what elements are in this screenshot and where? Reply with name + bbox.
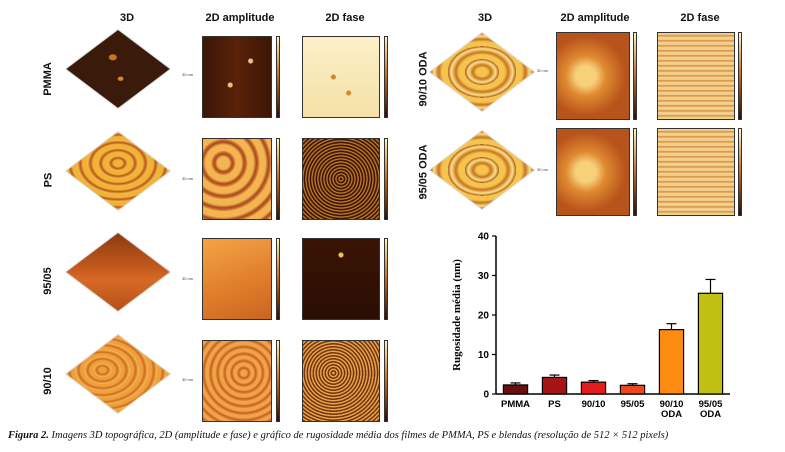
bar <box>502 384 529 395</box>
bar <box>619 384 646 395</box>
blend-9010-oda-fase-scalebar <box>738 32 742 120</box>
y-tick-label: 40 <box>478 232 490 243</box>
caption-label: Figura 2. <box>8 430 49 441</box>
blend-9505-oda-3d-topography <box>430 131 534 209</box>
bar <box>580 381 607 395</box>
header-fase-right: 2D fase <box>680 12 720 24</box>
blend-9505-3d-topography <box>66 233 170 311</box>
row-label-9010: 90/10 <box>41 367 54 395</box>
ps-3d-topography <box>66 132 170 210</box>
x-tick-label: 95/05 <box>621 399 645 410</box>
blend-9010-2d-fase <box>302 340 380 422</box>
header-3d-left: 3D <box>119 12 135 24</box>
blend-9505-2d-fase <box>302 238 380 320</box>
x-tick-label: 95/05 <box>699 399 723 410</box>
row-label-ps: PS <box>42 172 55 188</box>
blend-9505-oda-amplitude-scalebar <box>633 128 637 216</box>
pmma-3d-height-label: 30 nm <box>182 72 194 77</box>
blend-9010-oda-2d-amplitude <box>556 32 630 120</box>
y-tick-label: 20 <box>478 311 490 322</box>
x-tick-label: 90/10 <box>660 399 684 410</box>
row-label-9505-oda: 95/05 ODA <box>417 144 430 200</box>
row-label-9010-oda: 90/10 ODA <box>417 51 430 107</box>
y-tick-label: 0 <box>483 390 489 401</box>
blend-9010-oda-3d-height-label: 30 nm <box>537 68 549 73</box>
x-tick-label: PMMA <box>501 399 530 410</box>
header-amplitude-right: 2D amplitude <box>560 12 630 24</box>
bar <box>658 329 685 395</box>
row-label-pmma: PMMA <box>41 62 54 96</box>
pmma-3d-topography <box>66 30 170 108</box>
caption-text: Imagens 3D topográfica, 2D (amplitude e … <box>48 430 669 441</box>
ps-2d-fase <box>302 138 380 220</box>
pmma-fase-scalebar <box>384 36 388 118</box>
y-axis-title: Rugosidade média (nm) <box>451 259 463 371</box>
x-tick-label: ODA <box>700 409 721 420</box>
blend-9010-amplitude-scalebar <box>276 340 280 422</box>
blend-9505-oda-2d-amplitude <box>556 128 630 216</box>
blend-9010-3d-height-label: 30 nm <box>182 377 194 382</box>
blend-9505-oda-fase-scalebar <box>738 128 742 216</box>
roughness-bar-chart: 0 10 20 30 40 Rugosidade média (nm) PMMA PS 90/1… <box>451 232 730 420</box>
blend-9010-oda-3d-topography <box>430 33 534 111</box>
ps-fase-scalebar <box>384 138 388 220</box>
x-tick-label: PS <box>548 399 561 410</box>
header-3d-right: 3D <box>477 12 493 24</box>
ps-amplitude-scalebar <box>276 138 280 220</box>
blend-9505-2d-amplitude <box>202 238 272 320</box>
blend-9505-oda-2d-fase <box>657 128 735 216</box>
blend-9010-3d-topography <box>66 335 170 413</box>
row-label-9505: 95/05 <box>41 267 54 295</box>
x-tick-label: 90/10 <box>582 399 606 410</box>
blend-9505-amplitude-scalebar <box>276 238 280 320</box>
pmma-2d-fase <box>302 36 380 118</box>
pmma-2d-amplitude <box>202 36 272 118</box>
blend-9010-oda-2d-fase <box>657 32 735 120</box>
figure-caption: Figura 2. Imagens 3D topográfica, 2D (am… <box>8 430 778 441</box>
bar <box>697 292 724 395</box>
blend-9505-3d-height-label: 30 nm <box>182 276 194 281</box>
header-fase-left: 2D fase <box>325 12 365 24</box>
ps-2d-amplitude <box>202 138 272 220</box>
blend-9505-oda-3d-height-label: 30 nm <box>537 167 549 172</box>
blend-9010-fase-scalebar <box>384 340 388 422</box>
y-tick-label: 10 <box>478 350 490 361</box>
pmma-amplitude-scalebar <box>276 36 280 118</box>
blend-9505-fase-scalebar <box>384 238 388 320</box>
blend-9010-2d-amplitude <box>202 340 272 422</box>
x-tick-label: ODA <box>661 409 682 420</box>
blend-9010-oda-amplitude-scalebar <box>633 32 637 120</box>
header-amplitude-left: 2D amplitude <box>205 12 275 24</box>
bar <box>541 376 568 395</box>
y-tick-label: 30 <box>478 271 490 282</box>
ps-3d-height-label: 30 nm <box>182 176 194 181</box>
